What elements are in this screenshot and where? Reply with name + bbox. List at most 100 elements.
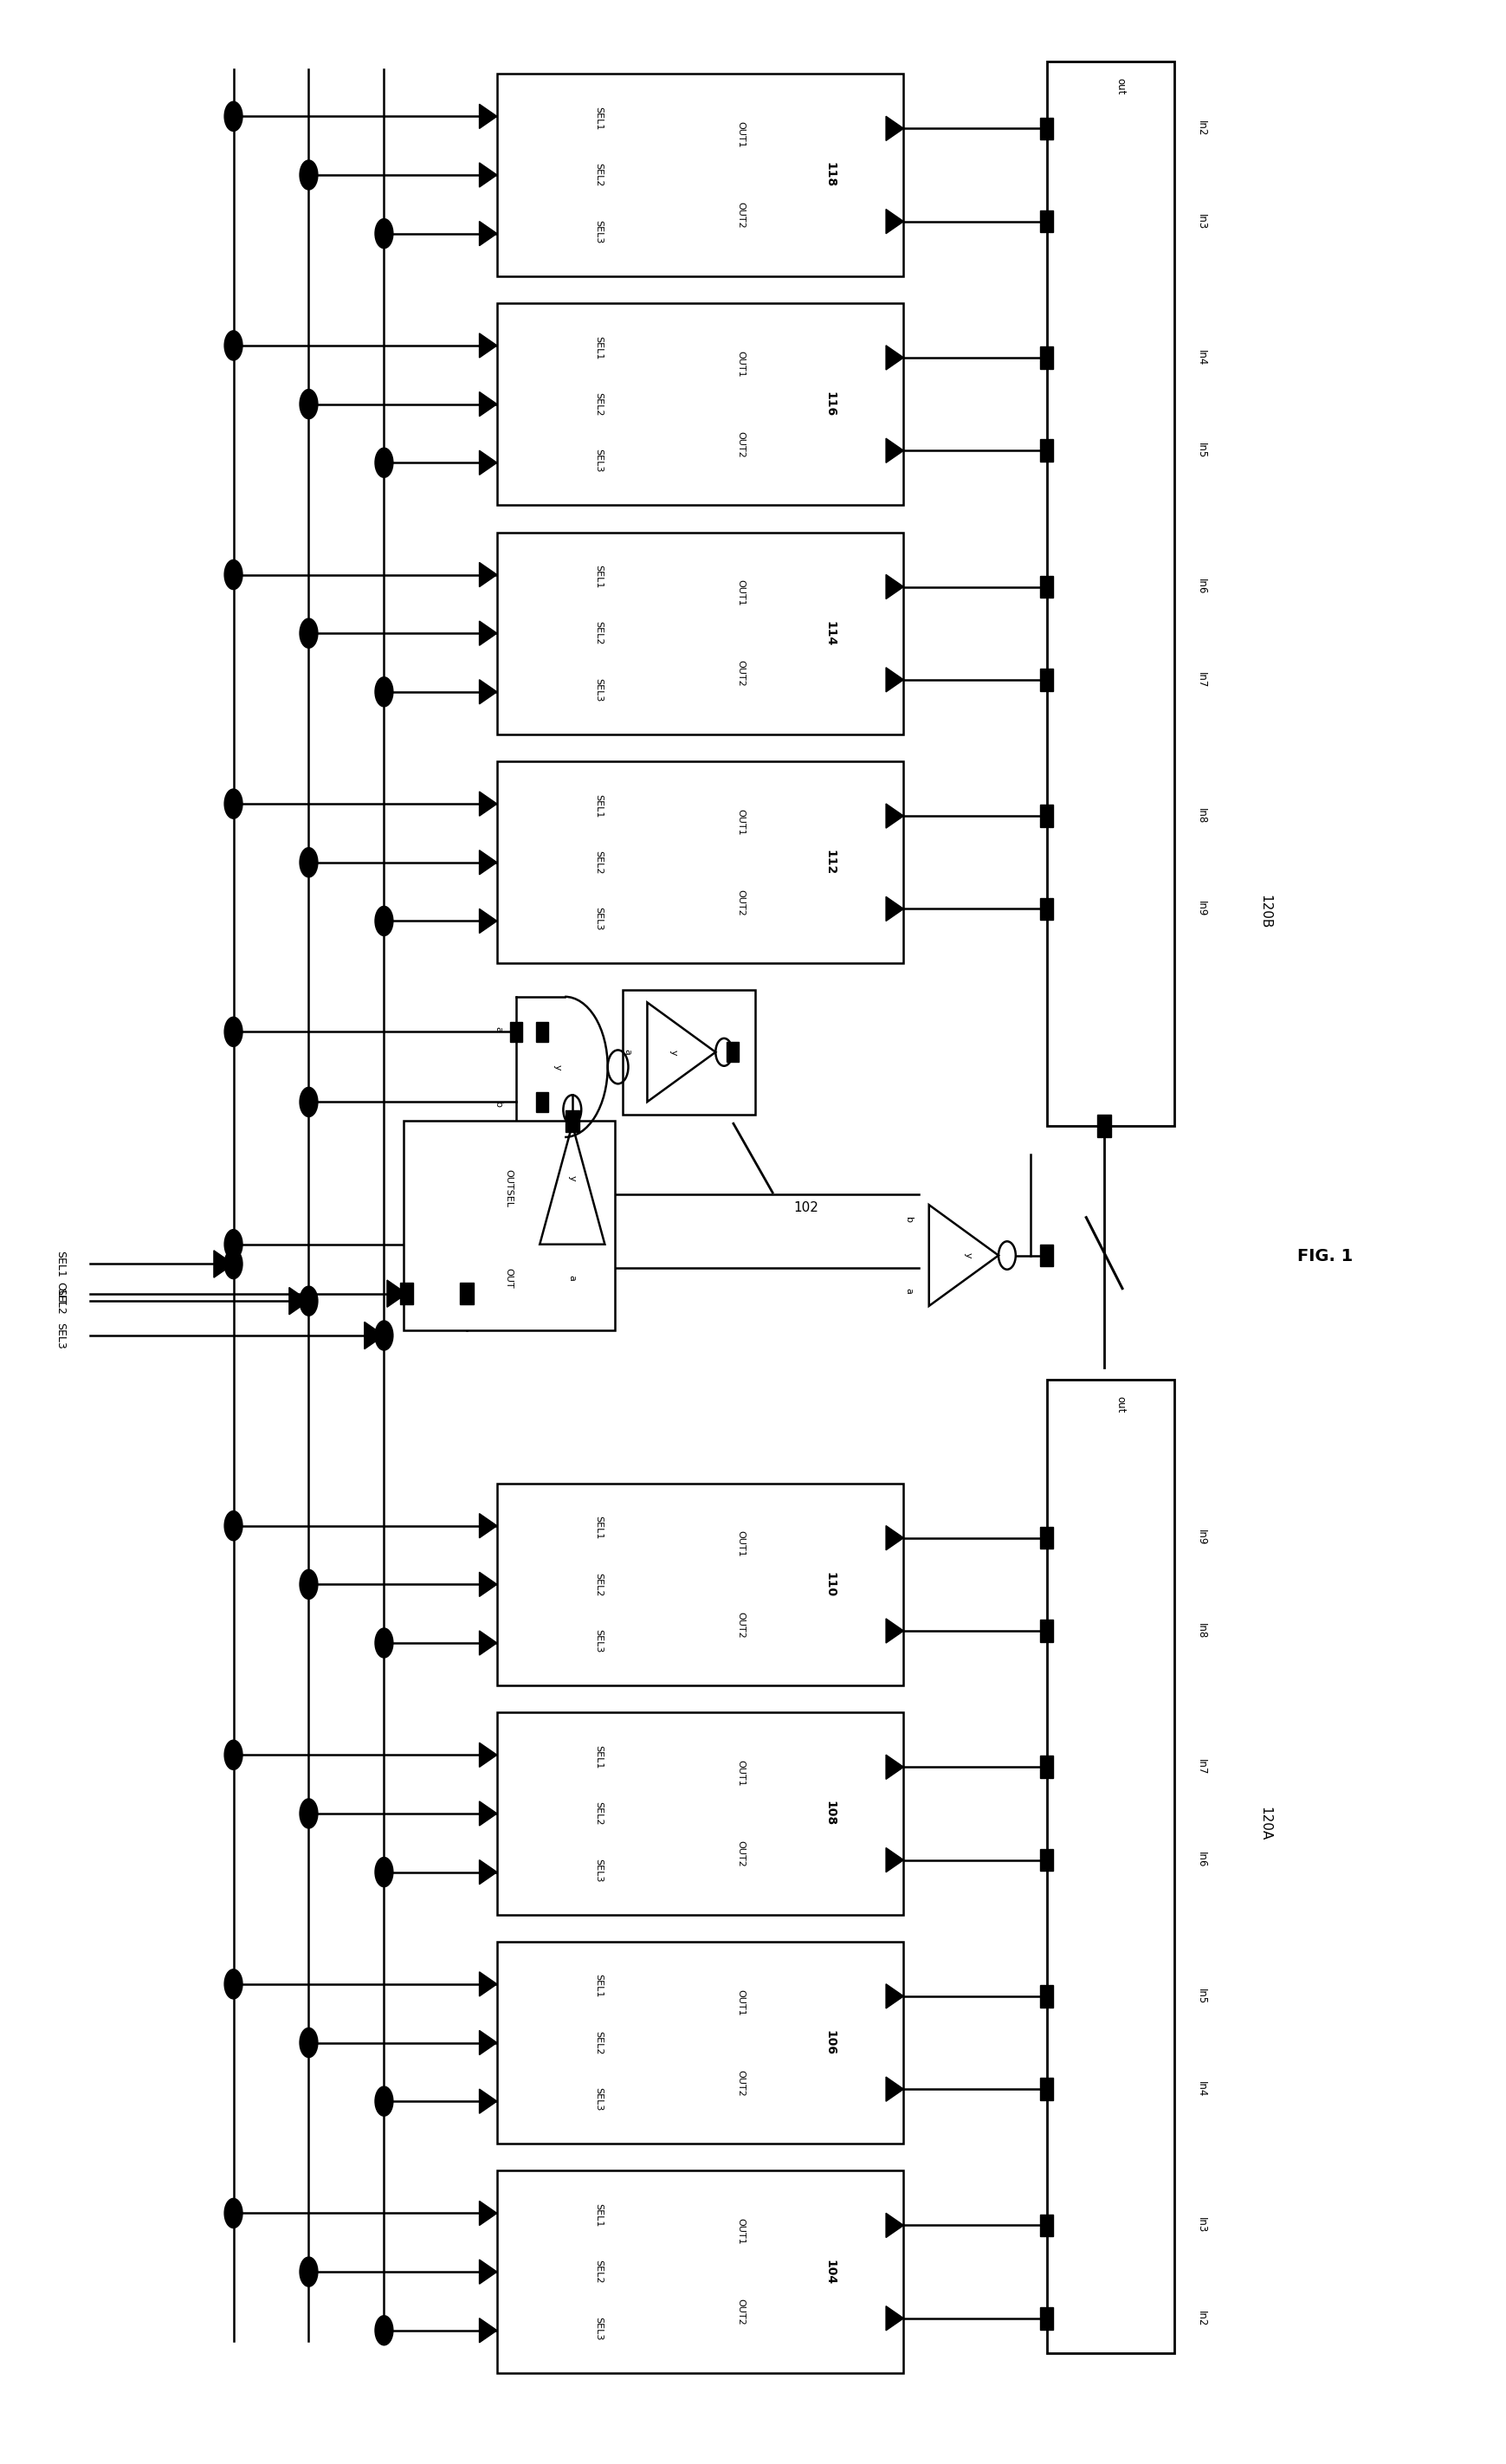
Polygon shape — [479, 909, 497, 934]
Bar — [1039, 439, 1054, 461]
Text: In5: In5 — [1196, 1988, 1208, 2003]
Bar — [1047, 1380, 1175, 2353]
Bar — [1039, 2306, 1054, 2328]
Polygon shape — [479, 1971, 497, 1996]
Text: 114: 114 — [824, 621, 836, 646]
Text: SEL2: SEL2 — [595, 2259, 602, 2284]
Polygon shape — [886, 2306, 904, 2331]
Polygon shape — [886, 2213, 904, 2237]
Circle shape — [375, 219, 393, 249]
Polygon shape — [886, 2077, 904, 2102]
Circle shape — [300, 1799, 318, 1828]
Bar — [1039, 1848, 1054, 1870]
Circle shape — [375, 1858, 393, 1887]
Text: OUT1: OUT1 — [736, 808, 745, 835]
Text: SEL1: SEL1 — [595, 2203, 602, 2227]
Circle shape — [224, 1230, 242, 1259]
Polygon shape — [479, 1572, 497, 1597]
Bar — [1039, 806, 1054, 828]
Bar — [459, 1281, 473, 1306]
Bar — [497, 532, 904, 734]
Text: 120B: 120B — [1259, 894, 1271, 929]
Circle shape — [375, 448, 393, 478]
Bar — [1098, 1114, 1111, 1136]
Text: 104: 104 — [824, 2259, 836, 2284]
Bar — [1039, 209, 1054, 232]
Circle shape — [224, 330, 242, 360]
Circle shape — [224, 1018, 242, 1047]
Text: a: a — [494, 1027, 503, 1032]
Polygon shape — [479, 2200, 497, 2225]
Bar — [497, 1483, 904, 1685]
Polygon shape — [886, 116, 904, 140]
Polygon shape — [479, 1742, 497, 1767]
Text: SEL1: SEL1 — [595, 1745, 602, 1769]
Text: OUT2: OUT2 — [736, 202, 745, 229]
Polygon shape — [886, 574, 904, 599]
Bar — [1039, 347, 1054, 370]
Text: In3: In3 — [1196, 2218, 1208, 2232]
Polygon shape — [479, 103, 497, 128]
Text: FIG. 1: FIG. 1 — [1298, 1249, 1352, 1264]
Text: a: a — [905, 1289, 913, 1294]
Polygon shape — [479, 2030, 497, 2055]
Bar — [1039, 1619, 1054, 1641]
Polygon shape — [479, 392, 497, 416]
Bar — [497, 303, 904, 505]
Text: SEL1: SEL1 — [595, 106, 602, 131]
Bar — [497, 1942, 904, 2144]
Bar — [1039, 2077, 1054, 2099]
Polygon shape — [886, 897, 904, 922]
Circle shape — [224, 101, 242, 131]
Polygon shape — [364, 1321, 384, 1350]
Text: SEL3: SEL3 — [595, 678, 602, 702]
Text: OUT1: OUT1 — [736, 2218, 745, 2245]
Bar — [497, 2171, 904, 2373]
Bar — [497, 74, 904, 276]
Text: SEL3: SEL3 — [595, 219, 602, 244]
Circle shape — [224, 1740, 242, 1769]
Circle shape — [300, 2028, 318, 2057]
Bar — [1039, 1244, 1054, 1266]
Circle shape — [300, 2257, 318, 2287]
Polygon shape — [479, 680, 497, 705]
Text: In7: In7 — [1196, 1759, 1208, 1774]
Polygon shape — [479, 2319, 497, 2343]
Polygon shape — [886, 1525, 904, 1550]
Polygon shape — [886, 668, 904, 692]
Polygon shape — [479, 1631, 497, 1656]
Text: In2: In2 — [1196, 2311, 1208, 2326]
Text: SEL2: SEL2 — [54, 1289, 66, 1313]
Text: SEL1: SEL1 — [595, 1974, 602, 1998]
Polygon shape — [886, 439, 904, 463]
Circle shape — [375, 2087, 393, 2117]
Text: a: a — [623, 1050, 631, 1055]
Polygon shape — [479, 333, 497, 357]
Text: In2: In2 — [1196, 121, 1208, 136]
Bar — [497, 1712, 904, 1915]
Polygon shape — [479, 451, 497, 476]
Text: In3: In3 — [1196, 214, 1208, 229]
Text: OUTSEL: OUTSEL — [505, 1168, 514, 1207]
Text: In9: In9 — [1196, 1530, 1208, 1545]
Text: In5: In5 — [1196, 444, 1208, 458]
Text: SEL1: SEL1 — [595, 793, 602, 818]
Text: OUT2: OUT2 — [736, 1611, 745, 1639]
Text: In8: In8 — [1196, 808, 1208, 823]
Text: SEL3: SEL3 — [595, 907, 602, 931]
Text: b: b — [494, 1101, 503, 1106]
Text: 120A: 120A — [1259, 1806, 1271, 1841]
Text: In4: In4 — [1196, 2082, 1208, 2097]
Text: SEL1: SEL1 — [595, 335, 602, 360]
Polygon shape — [214, 1252, 233, 1276]
Text: 110: 110 — [824, 1572, 836, 1597]
Bar — [1039, 577, 1054, 599]
Text: OUT2: OUT2 — [736, 890, 745, 917]
Text: OUT2: OUT2 — [736, 2070, 745, 2097]
Circle shape — [300, 160, 318, 190]
Text: SEL3: SEL3 — [595, 2316, 602, 2341]
Text: y: y — [964, 1252, 971, 1259]
Circle shape — [375, 2316, 393, 2346]
Text: SEL2: SEL2 — [595, 1572, 602, 1597]
Text: OUT1: OUT1 — [736, 1759, 745, 1786]
